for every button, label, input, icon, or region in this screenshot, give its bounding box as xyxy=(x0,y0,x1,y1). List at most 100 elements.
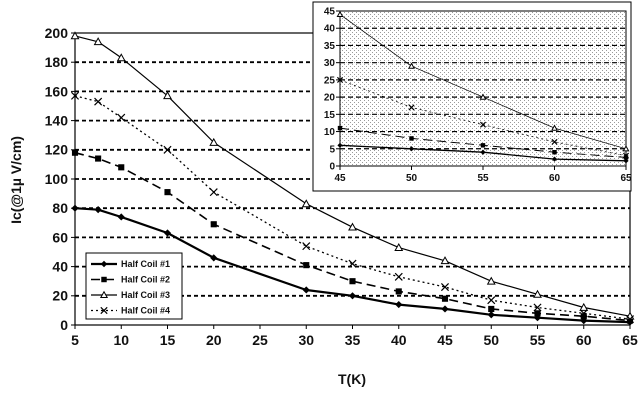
inset-point-half-coil-3-3 xyxy=(551,124,558,131)
main-x-tick-label-60: 60 xyxy=(576,332,592,348)
legend-items: Half Coil #1 Half Coil #2 Half Coil #3 Half… xyxy=(91,259,170,316)
main-point-half-coil-3-11 xyxy=(579,302,589,311)
main-y-tick-label-120: 120 xyxy=(45,142,69,158)
legend-label-half-coil-1: Half Coil #1 xyxy=(121,259,170,269)
main-x-tick-label-45: 45 xyxy=(437,332,453,348)
main-point-half-coil-2-4 xyxy=(210,221,217,228)
inset-series-half-coil-3 xyxy=(336,10,630,152)
inset-y-tick-label-20: 20 xyxy=(324,93,336,104)
main-point-half-coil-2-11 xyxy=(580,313,587,320)
main-point-half-coil-1-10 xyxy=(533,314,542,322)
main-series-half-coil-2 xyxy=(71,149,634,324)
main-point-half-coil-2-5 xyxy=(303,262,310,269)
inset-point-half-coil-1-3 xyxy=(551,156,558,162)
main-point-half-coil-1-9 xyxy=(487,311,495,319)
main-series-half-coil-4 xyxy=(70,91,635,324)
main-point-half-coil-2-7 xyxy=(395,288,402,295)
inset-y-tick-label-40: 40 xyxy=(324,24,336,35)
main-point-half-coil-1-3 xyxy=(163,229,172,237)
main-x-tick-label-10: 10 xyxy=(113,332,129,348)
main-point-half-coil-4-2 xyxy=(117,113,126,122)
main-point-half-coil-3-0 xyxy=(70,31,80,40)
inset-x-tick-label-60: 60 xyxy=(549,173,561,184)
main-y-tick-label-20: 20 xyxy=(52,288,68,304)
inset-x-tick-label-55: 55 xyxy=(477,173,489,184)
legend-item-half-coil-3: Half Coil #3 xyxy=(91,290,170,300)
main-point-half-coil-4-12 xyxy=(625,315,635,324)
main-point-half-coil-1-1 xyxy=(94,206,102,214)
main-y-tick-label-40: 40 xyxy=(52,259,68,275)
main-point-half-coil-3-7 xyxy=(394,242,404,251)
inset-series-half-coil-1 xyxy=(337,142,629,164)
main-x-tick-label-5: 5 xyxy=(71,332,79,348)
main-y-tick-label-140: 140 xyxy=(45,113,69,129)
main-x-tick-label-40: 40 xyxy=(391,332,407,348)
main-point-half-coil-3-3 xyxy=(163,91,172,100)
inset-point-half-coil-4-2 xyxy=(479,121,487,128)
main-x-tick-label-30: 30 xyxy=(298,332,314,348)
main-point-half-coil-2-0 xyxy=(71,149,79,156)
main-point-half-coil-2-6 xyxy=(349,278,356,285)
main-point-half-coil-2-9 xyxy=(488,305,495,312)
legend-item-half-coil-2: Half Coil #2 xyxy=(91,275,170,285)
legend-label-half-coil-2: Half Coil #2 xyxy=(121,275,170,285)
inset-point-half-coil-2-2 xyxy=(480,143,486,148)
main-x-tick-labels: 5 10 15 20 25 30 35 40 45 50 55 60 65 xyxy=(71,325,638,348)
main-series-group xyxy=(70,31,635,326)
main-y-tick-label-160: 160 xyxy=(45,83,69,99)
inset-point-half-coil-1-2 xyxy=(480,149,486,155)
main-point-half-coil-3-10 xyxy=(533,289,542,298)
main-point-half-coil-4-4 xyxy=(209,188,218,197)
main-point-half-coil-4-0 xyxy=(70,91,80,100)
inset-x-tick-label-65: 65 xyxy=(620,173,632,184)
inset-point-half-coil-2-1 xyxy=(409,136,414,141)
main-point-half-coil-3-8 xyxy=(440,256,450,265)
inset-x-tick-label-50: 50 xyxy=(406,173,418,184)
x-axis-label: T(K) xyxy=(338,371,366,387)
main-x-tick-label-25: 25 xyxy=(252,332,268,348)
legend-label-half-coil-4: Half Coil #4 xyxy=(121,306,170,316)
main-x-tick-label-15: 15 xyxy=(160,332,176,348)
inset-series-half-coil-2 xyxy=(337,125,629,160)
main-x-tick-label-50: 50 xyxy=(483,332,499,348)
main-series-half-coil-3 xyxy=(70,31,635,320)
main-x-tick-label-35: 35 xyxy=(345,332,361,348)
legend-label-half-coil-3: Half Coil #3 xyxy=(121,290,170,300)
inset-series-half-coil-4 xyxy=(336,76,630,159)
main-point-half-coil-3-2 xyxy=(116,53,126,62)
inset-y-tick-label-5: 5 xyxy=(329,144,335,155)
legend: Half Coil #1 Half Coil #2 Half Coil #3 Half… xyxy=(85,252,183,320)
main-x-tick-label-55: 55 xyxy=(530,332,546,348)
y-axis-label: Ic(@1µ V/cm) xyxy=(8,136,24,224)
main-point-half-coil-3-1 xyxy=(93,37,103,46)
main-point-half-coil-2-10 xyxy=(534,310,541,317)
inset-y-tick-label-10: 10 xyxy=(324,127,336,138)
main-point-half-coil-2-1 xyxy=(95,155,102,162)
main-y-tick-label-80: 80 xyxy=(52,200,68,216)
inset-plot: 45 50 55 60 65 0 5 10 15 20 25 30 35 40 45 xyxy=(312,1,632,192)
inset-point-half-coil-1-0 xyxy=(337,142,343,148)
main-point-half-coil-4-6 xyxy=(348,259,357,268)
main-y-tick-label-180: 180 xyxy=(45,54,69,70)
legend-marker-half-coil-1 xyxy=(100,260,108,268)
main-x-tick-label-65: 65 xyxy=(622,332,638,348)
main-point-half-coil-4-9 xyxy=(487,296,496,305)
main-point-half-coil-1-4 xyxy=(210,254,218,262)
main-point-half-coil-2-12 xyxy=(626,317,634,324)
inset-point-half-coil-4-3 xyxy=(551,138,558,145)
main-y-tick-label-60: 60 xyxy=(52,229,68,245)
main-point-half-coil-4-3 xyxy=(163,145,172,154)
main-point-half-coil-2-2 xyxy=(118,164,125,171)
inset-point-half-coil-4-1 xyxy=(408,104,415,111)
legend-marker-half-coil-2 xyxy=(101,276,107,283)
main-point-half-coil-1-6 xyxy=(348,292,357,300)
inset-y-tick-label-35: 35 xyxy=(324,41,336,52)
main-point-half-coil-2-3 xyxy=(164,189,171,196)
inset-point-half-coil-3-1 xyxy=(408,62,415,69)
legend-item-half-coil-1: Half Coil #1 xyxy=(91,259,170,269)
main-point-half-coil-1-5 xyxy=(302,286,310,294)
inset-y-tick-labels: 0 5 10 15 20 25 30 35 40 45 xyxy=(324,7,340,173)
inset-x-tick-labels: 45 50 55 60 65 xyxy=(334,166,632,184)
main-point-half-coil-2-8 xyxy=(441,295,449,302)
inset-y-tick-label-25: 25 xyxy=(324,75,336,86)
